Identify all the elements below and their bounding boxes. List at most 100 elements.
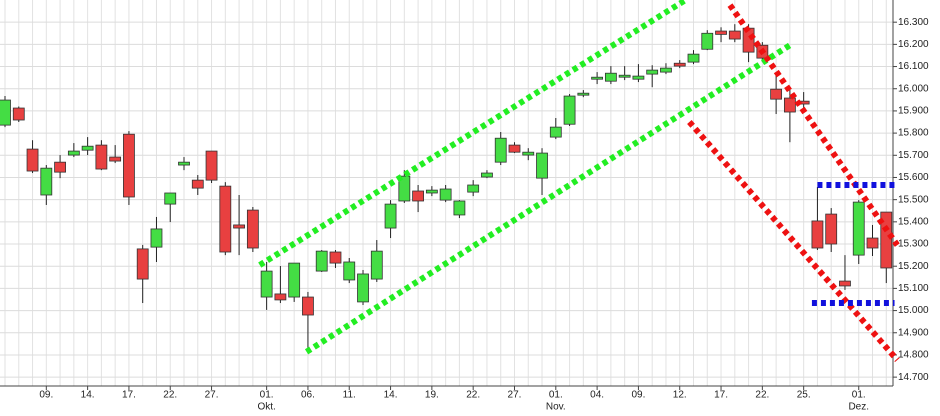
- candle-body: [205, 150, 218, 181]
- candle-body: [384, 203, 397, 229]
- candle-body: [0, 99, 11, 126]
- y-tick-label: 15.800: [898, 128, 929, 139]
- candle-body: [783, 97, 796, 113]
- candle-body: [660, 67, 672, 73]
- x-tick-label: 01.: [549, 390, 563, 401]
- x-tick-label: 01.: [260, 390, 274, 401]
- candle-body: [95, 144, 108, 170]
- candle-body: [357, 273, 369, 303]
- y-tick-label: 15.700: [898, 150, 929, 161]
- candle-body: [591, 76, 604, 80]
- y-tick-label: 15.900: [898, 106, 929, 117]
- x-tick-label: 27.: [508, 390, 522, 401]
- x-tick-label: 22.: [755, 390, 769, 401]
- trend-line: [258, 0, 687, 268]
- y-tick-label: 15.000: [898, 305, 929, 316]
- candle-body: [136, 248, 149, 280]
- x-tick-label: 01.: [852, 390, 866, 401]
- x-tick-label: 14.: [81, 390, 95, 401]
- trend-line: [727, 3, 900, 247]
- y-tick-label: 15.100: [898, 283, 929, 294]
- candle-body: [246, 209, 259, 249]
- candle-body: [453, 200, 466, 216]
- x-tick-label: 22.: [163, 390, 177, 401]
- candle-body: [219, 185, 232, 253]
- x-tick-label: 22.: [466, 390, 480, 401]
- y-tick-label: 15.600: [898, 172, 929, 183]
- candle-body: [811, 220, 824, 249]
- candle-body: [673, 62, 686, 67]
- candle-body: [191, 179, 204, 189]
- x-tick-label: 25.: [797, 390, 811, 401]
- month-label: Okt.: [257, 402, 275, 413]
- candle-body: [522, 151, 535, 156]
- candle-body: [81, 145, 94, 151]
- trend-line: [687, 120, 900, 363]
- y-tick-label: 14.700: [898, 372, 929, 383]
- y-tick-label: 15.300: [898, 239, 929, 250]
- candle-body: [164, 192, 177, 205]
- candle-body: [728, 30, 741, 40]
- candle-body: [604, 72, 617, 82]
- candle-body: [412, 190, 425, 202]
- candle-body: [54, 161, 66, 173]
- candle-body: [632, 75, 645, 80]
- candle-body: [646, 69, 659, 75]
- candle-body: [233, 224, 245, 229]
- y-tick-label: 15.200: [898, 261, 929, 272]
- candle-body: [109, 156, 122, 162]
- candle-body: [150, 228, 163, 248]
- candle-body: [880, 211, 893, 269]
- x-tick-label: 19.: [425, 390, 439, 401]
- candle-body: [839, 280, 851, 287]
- y-tick-label: 16.200: [898, 39, 929, 50]
- candle-body: [687, 53, 700, 63]
- candle-body: [123, 133, 135, 198]
- candle-body: [302, 296, 314, 316]
- x-tick-label: 14.: [384, 390, 398, 401]
- x-tick-label: 11.: [343, 390, 356, 401]
- candle-body: [439, 188, 452, 201]
- candle-body: [494, 137, 507, 163]
- x-tick-label: 27.: [205, 390, 219, 401]
- candle-body: [315, 250, 328, 272]
- candle-body: [618, 74, 631, 78]
- y-tick-label: 16.100: [898, 61, 929, 72]
- candle-body: [398, 175, 411, 202]
- y-tick-label: 14.800: [898, 350, 929, 361]
- candle-body: [467, 184, 480, 193]
- candle-body: [508, 144, 521, 153]
- candle-body: [481, 172, 493, 178]
- candle-body: [852, 201, 865, 256]
- x-tick-label: 04.: [590, 390, 604, 401]
- candle-body: [425, 189, 438, 194]
- candle-body: [260, 270, 273, 298]
- x-tick-label: 09.: [631, 390, 645, 401]
- month-label: Nov.: [546, 402, 566, 413]
- candle-body: [701, 32, 714, 50]
- x-tick-label: 09.: [39, 390, 53, 401]
- month-label: Dez.: [848, 402, 869, 413]
- candle-body: [825, 213, 838, 245]
- x-tick-label: 12.: [673, 390, 687, 401]
- y-tick-label: 15.400: [898, 216, 929, 227]
- y-tick-label: 16.300: [898, 17, 929, 28]
- candle-body: [536, 152, 548, 179]
- candle-body: [549, 126, 562, 138]
- candle-body: [866, 237, 879, 249]
- candle-body: [563, 95, 576, 125]
- y-tick-label: 16.000: [898, 83, 929, 94]
- candle-body: [274, 293, 287, 301]
- y-tick-label: 15.500: [898, 194, 929, 205]
- x-tick-label: 06.: [301, 390, 315, 401]
- candle-body: [26, 148, 39, 172]
- candle-body: [329, 251, 342, 264]
- candle-body: [370, 250, 383, 280]
- x-tick-label: 17.: [122, 390, 136, 401]
- candle-body: [577, 92, 590, 96]
- candle-body: [12, 107, 25, 121]
- x-tick-label: 17.: [714, 390, 728, 401]
- candle-body: [178, 161, 190, 166]
- candle-body: [288, 262, 301, 298]
